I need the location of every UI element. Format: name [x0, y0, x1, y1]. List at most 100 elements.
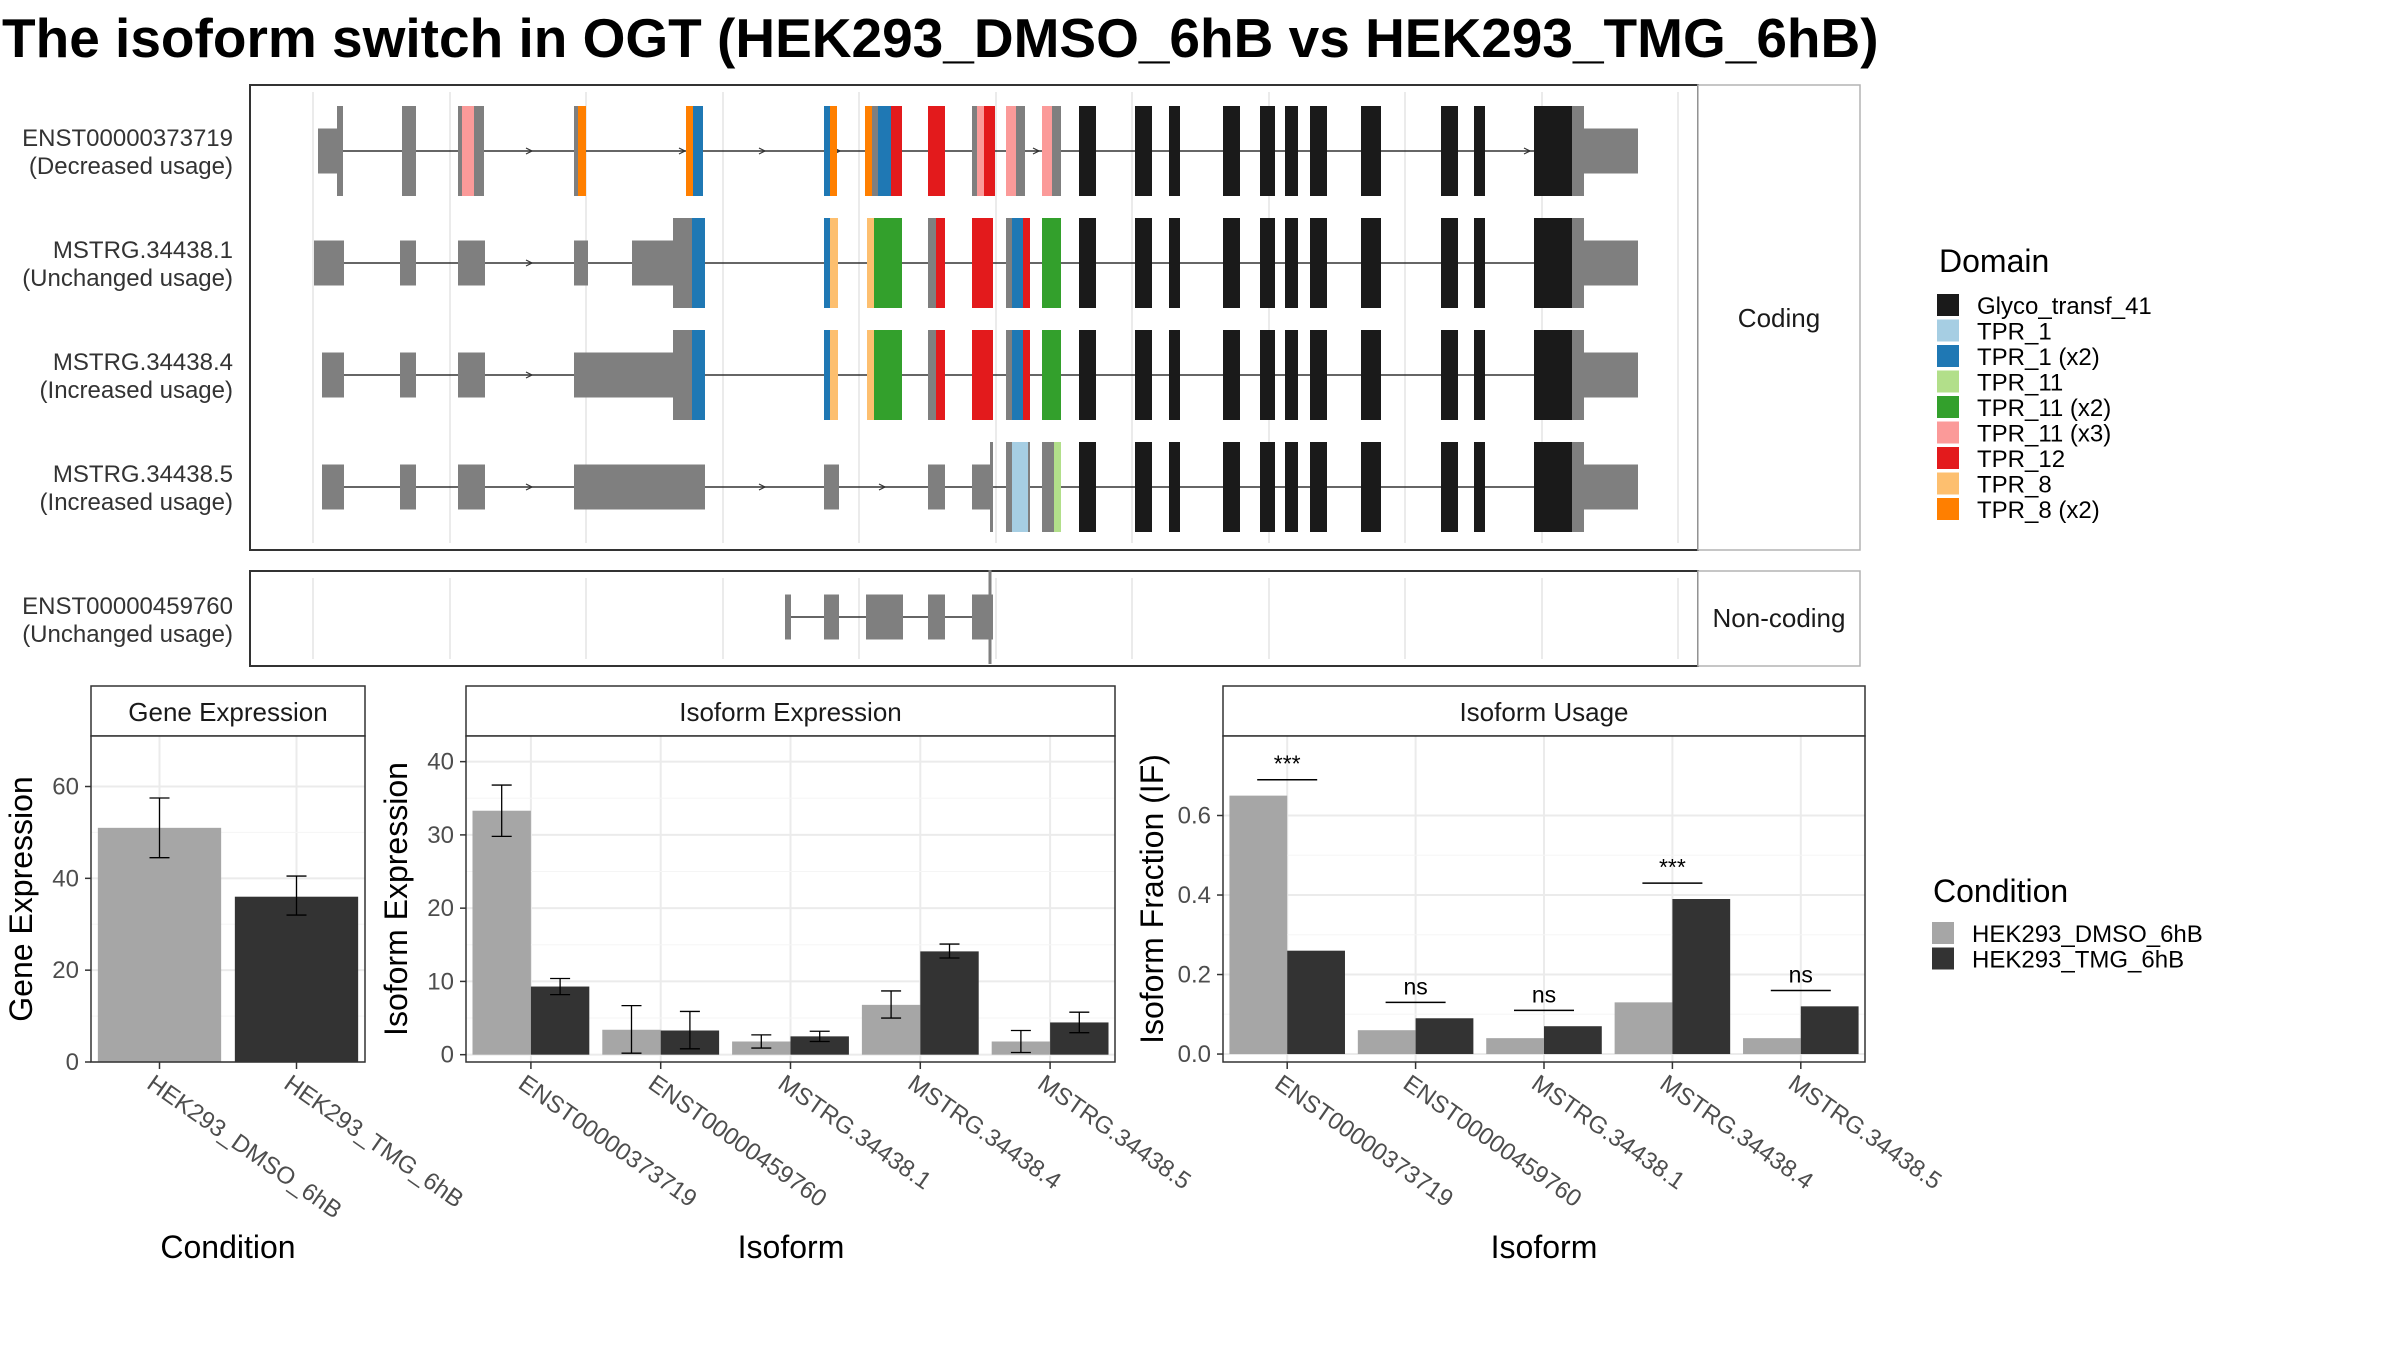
domain-exon — [1135, 442, 1152, 532]
y-axis-title: Gene Expression — [3, 776, 39, 1021]
figure-title: The isoform switch in OGT (HEK293_DMSO_6… — [2, 7, 1879, 69]
significance-label: ns — [1403, 973, 1427, 999]
exon — [824, 594, 839, 640]
domain-exon — [1361, 218, 1381, 308]
domain-exon — [824, 218, 830, 308]
domain-exon — [1012, 330, 1023, 420]
legend-key — [1937, 447, 1959, 469]
domain-exon — [878, 106, 891, 196]
domain-exon — [824, 330, 830, 420]
strand-arrow — [525, 371, 534, 379]
domain-exon — [865, 106, 872, 196]
domain-exon — [1534, 330, 1572, 420]
bar — [530, 986, 590, 1055]
domain-exon — [578, 106, 586, 196]
exon — [866, 594, 903, 640]
panel-strip — [90, 685, 366, 737]
domain-exon — [830, 106, 837, 196]
bar — [1229, 795, 1288, 1055]
exon — [400, 464, 416, 510]
bar — [1486, 1038, 1544, 1055]
domain-exon — [1285, 106, 1298, 196]
tx-label-usage: (Increased usage) — [40, 377, 233, 404]
exon — [632, 240, 673, 286]
transcript-rows — [314, 106, 1638, 664]
bar — [920, 951, 979, 1055]
domain-exon — [1023, 330, 1030, 420]
domain-exon — [936, 218, 945, 308]
y-tick-label: 10 — [427, 968, 454, 995]
bar — [1614, 1002, 1673, 1055]
bar — [1415, 1018, 1474, 1055]
plot-border — [90, 735, 366, 1063]
exon — [1006, 442, 1012, 532]
domain-exon — [1285, 442, 1298, 532]
exon — [1052, 106, 1061, 196]
domain-exon — [1441, 442, 1458, 532]
exon — [458, 352, 485, 398]
transcript-row — [322, 330, 1638, 420]
exon — [458, 240, 485, 286]
domain-exon — [1223, 106, 1240, 196]
exon — [574, 106, 578, 196]
exon — [1584, 240, 1638, 286]
legend-key — [1937, 498, 1959, 520]
legend-label: TPR_11 (x3) — [1977, 421, 2111, 448]
noncoding-strip-label: Non-coding — [1713, 603, 1846, 633]
domain-exon — [1310, 106, 1327, 196]
domain-exon — [867, 330, 874, 420]
y-tick-label: 0.4 — [1178, 882, 1211, 909]
exon — [1006, 218, 1012, 308]
domain-exon — [1135, 218, 1152, 308]
exon — [1572, 442, 1584, 532]
y-tick-label: 40 — [52, 865, 79, 892]
domain-exon — [1012, 218, 1023, 308]
bar — [234, 896, 359, 1062]
domain-exon — [1169, 442, 1180, 532]
exon — [400, 240, 416, 286]
strand-arrow — [525, 147, 534, 155]
panel-title: Isoform Usage — [1459, 697, 1628, 727]
domain-exon — [1441, 330, 1458, 420]
legend-label: TPR_1 (x2) — [1977, 344, 2100, 371]
exon — [322, 464, 344, 510]
domain-exon — [1285, 218, 1298, 308]
domain-exon — [1361, 330, 1381, 420]
legend-key — [1937, 294, 1959, 316]
x-axis-title: Condition — [160, 1229, 295, 1265]
domain-exon — [1169, 106, 1180, 196]
domain-exon — [1223, 442, 1240, 532]
domain-exon — [1361, 442, 1381, 532]
exon — [872, 106, 878, 196]
domain-exon — [874, 218, 902, 308]
domain-exon — [874, 330, 902, 420]
domain-exon — [1361, 106, 1381, 196]
coding-strip — [1697, 84, 1861, 551]
exon — [928, 330, 936, 420]
strand-arrow — [525, 259, 534, 267]
x-axis-title: Isoform — [738, 1229, 845, 1265]
tx-label-id: ENST00000459760 — [22, 593, 233, 620]
domain-exon — [1441, 218, 1458, 308]
legend-label: TPR_11 (x2) — [1977, 395, 2111, 422]
panel-strip — [465, 685, 1116, 737]
transcript-row — [322, 442, 1638, 532]
domain-exon — [1310, 330, 1327, 420]
exon — [972, 106, 977, 196]
legend-key — [1932, 947, 1954, 970]
exon — [928, 594, 945, 640]
domain-exon — [977, 106, 984, 196]
exon — [1584, 464, 1638, 510]
exon — [972, 464, 990, 510]
exon — [1016, 106, 1025, 196]
domain-exon — [1135, 106, 1152, 196]
domain-exon — [1534, 218, 1572, 308]
domain-exon — [1260, 442, 1275, 532]
exon — [972, 594, 993, 640]
condition-legend-title: Condition — [1933, 873, 2068, 909]
tx-label-usage: (Decreased usage) — [29, 153, 233, 180]
